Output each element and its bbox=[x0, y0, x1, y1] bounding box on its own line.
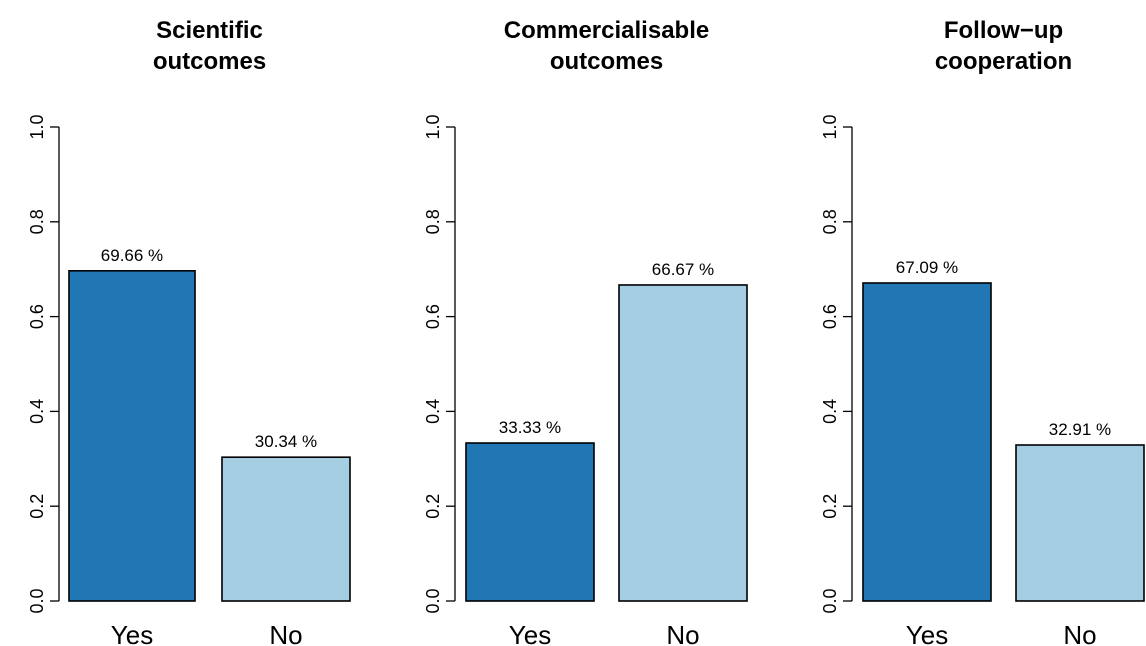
data-label: 66.67 % bbox=[652, 260, 714, 279]
category-label: No bbox=[269, 620, 302, 646]
category-label: Yes bbox=[509, 620, 551, 646]
category-label: No bbox=[1063, 620, 1096, 646]
y-tick-label: 0.0 bbox=[820, 588, 840, 613]
chart-title-line-1: Follow−up bbox=[944, 17, 1063, 44]
chart-panel-3: Follow−up cooperation 0.0 0.2 0.4 0.6 0.8 1.0 67… bbox=[820, 17, 1145, 646]
y-tick-label: 0.6 bbox=[27, 304, 47, 329]
bar-no bbox=[221, 456, 351, 602]
chart-title-line-2: outcomes bbox=[153, 48, 266, 75]
y-tick-label: 0.8 bbox=[27, 209, 47, 234]
data-label: 33.33 % bbox=[499, 418, 561, 437]
y-tick-label: 0.2 bbox=[423, 494, 443, 519]
chart-panel-1: Scientific outcomes 0.0 0.2 0.4 0.6 0.8 1.0 69.6… bbox=[27, 17, 351, 646]
y-tick-label: 0.2 bbox=[27, 494, 47, 519]
chart-title-line-2: outcomes bbox=[550, 48, 663, 75]
y-tick-label: 0.4 bbox=[423, 399, 443, 424]
bar-no bbox=[618, 284, 748, 602]
data-label: 30.34 % bbox=[255, 432, 317, 451]
data-label: 69.66 % bbox=[101, 246, 163, 265]
category-label: Yes bbox=[111, 620, 153, 646]
y-tick-label: 0.8 bbox=[423, 209, 443, 234]
y-tick-label: 1.0 bbox=[423, 114, 443, 139]
bar-yes bbox=[465, 442, 595, 602]
chart-title-line-2: cooperation bbox=[935, 48, 1072, 75]
y-tick-label: 1.0 bbox=[820, 114, 840, 139]
category-label: No bbox=[666, 620, 699, 646]
category-label: Yes bbox=[906, 620, 948, 646]
y-tick-label: 0.0 bbox=[27, 588, 47, 613]
bar-no bbox=[1015, 444, 1145, 602]
bar-yes bbox=[68, 270, 196, 602]
y-tick-label: 0.6 bbox=[820, 304, 840, 329]
y-tick-label: 0.4 bbox=[820, 399, 840, 424]
y-tick-label: 0.2 bbox=[820, 494, 840, 519]
chart-title-line-1: Scientific bbox=[156, 17, 263, 44]
y-tick-label: 0.8 bbox=[820, 209, 840, 234]
y-tick-label: 0.6 bbox=[423, 304, 443, 329]
data-label: 32.91 % bbox=[1049, 420, 1111, 439]
bar-yes bbox=[862, 282, 992, 602]
y-tick-label: 0.0 bbox=[423, 588, 443, 613]
y-tick-label: 0.4 bbox=[27, 399, 47, 424]
data-label: 67.09 % bbox=[896, 258, 958, 277]
chart-panel-2: Commercialisable outcomes 0.0 0.2 0.4 0.6 0.8 1… bbox=[423, 17, 748, 646]
y-tick-label: 1.0 bbox=[27, 114, 47, 139]
chart-title-line-1: Commercialisable bbox=[504, 17, 709, 44]
